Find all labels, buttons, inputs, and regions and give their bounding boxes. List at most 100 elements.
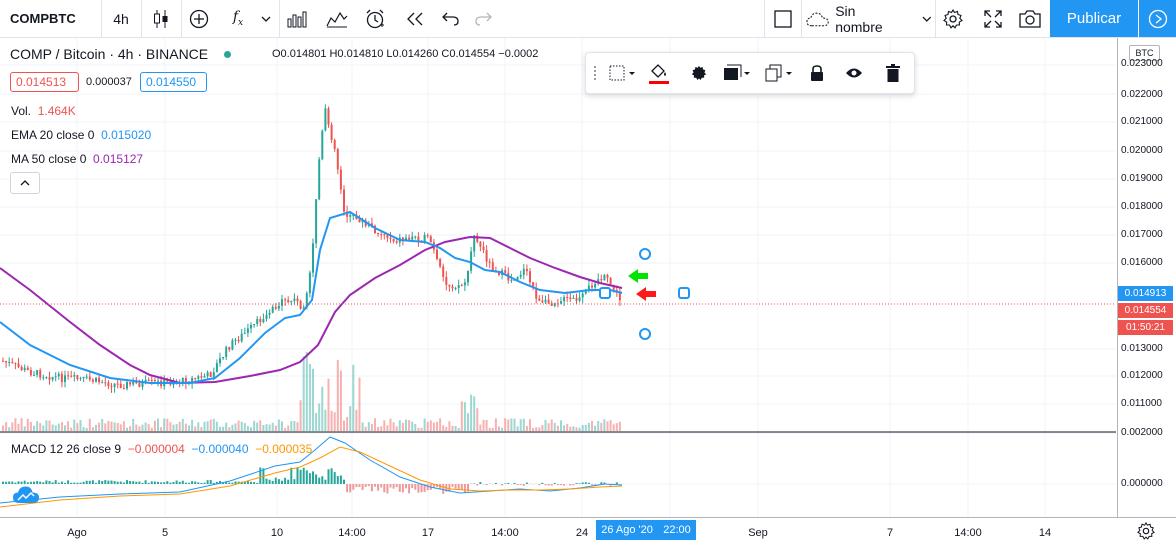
candle-body <box>483 247 485 250</box>
layout-menu[interactable]: Sin nombre <box>806 0 932 37</box>
indicators-button[interactable]: fx <box>222 0 254 37</box>
macd-hist-bar <box>312 471 314 484</box>
alert-button[interactable] <box>360 0 390 37</box>
fill-color-button[interactable] <box>644 59 674 87</box>
macd-hist-bar <box>380 484 382 487</box>
volume-bar <box>111 422 113 431</box>
price-tick: 0.020000 <box>1121 145 1163 156</box>
candle-body <box>411 237 413 240</box>
macd-hist-bar <box>169 483 171 484</box>
macd-hist-bar <box>173 482 175 484</box>
drag-handle[interactable] <box>590 59 600 87</box>
candle-body <box>73 375 75 376</box>
interval-button[interactable]: 4h <box>102 0 140 37</box>
macd-signal-value: −0.000035 <box>255 442 312 456</box>
volume-bar <box>402 423 404 431</box>
candle-body <box>222 357 224 358</box>
volume-bar <box>166 419 168 431</box>
macd-hist-bar <box>324 480 326 484</box>
layout-name: Sin nombre <box>835 3 904 35</box>
macd-hist-bar <box>303 468 305 484</box>
candle-body <box>42 377 44 378</box>
candle-body <box>247 328 249 332</box>
symbol-search[interactable]: COMPBTC <box>10 0 90 37</box>
volume-bar <box>427 422 429 431</box>
macd-hist-bar <box>194 482 196 484</box>
volume-bar <box>104 423 106 431</box>
candle-body <box>250 325 252 328</box>
macd-hist-bar <box>86 481 88 484</box>
templates-button[interactable] <box>322 0 352 37</box>
volume-bar <box>185 424 187 431</box>
lock-icon <box>810 65 824 81</box>
candle-body <box>148 380 150 381</box>
macd-hist-bar <box>386 484 388 493</box>
price-axis[interactable] <box>1117 38 1176 517</box>
volume-bar <box>535 427 537 431</box>
macd-hist-bar <box>204 483 206 484</box>
candles-icon <box>152 9 170 29</box>
buy-price-box[interactable]: 0.014550 <box>140 72 207 92</box>
volume-bar <box>262 425 264 431</box>
volume-bar <box>312 369 314 431</box>
volume-bar <box>346 417 348 431</box>
publish-menu-button[interactable] <box>1139 0 1176 37</box>
tradingview-logo[interactable] <box>12 485 40 505</box>
fullscreen-button[interactable] <box>978 0 1008 37</box>
select-all-button[interactable] <box>768 0 798 37</box>
macd-hist-bar <box>293 479 295 484</box>
volume-bar <box>458 428 460 431</box>
sell-price-box[interactable]: 0.014513 <box>10 72 79 92</box>
divider <box>279 0 280 37</box>
compare-button[interactable] <box>282 0 312 37</box>
macd-legend[interactable]: MACD 12 26 close 9 −0.000004 −0.000040 −… <box>11 442 312 456</box>
snapshot-button[interactable] <box>1015 0 1045 37</box>
undo-button[interactable] <box>436 0 466 37</box>
clone-button[interactable] <box>762 59 796 87</box>
macd-hist-bar <box>207 480 209 484</box>
ema-legend[interactable]: EMA 20 close 0 0.015020 <box>11 128 151 142</box>
macd-hist-bar <box>551 484 553 486</box>
collapse-legend-button[interactable] <box>10 172 40 194</box>
macd-label: MACD 12 26 close 9 <box>11 442 121 456</box>
lock-button[interactable] <box>804 59 830 87</box>
volume-bar <box>569 427 571 431</box>
hide-button[interactable] <box>840 59 868 87</box>
volume-bar <box>266 424 268 431</box>
replay-button[interactable] <box>400 0 430 37</box>
line-style-button[interactable] <box>606 59 638 87</box>
candle-body <box>461 285 463 286</box>
settings-button[interactable] <box>938 0 968 37</box>
macd-hist-bar <box>123 482 125 484</box>
redo-button[interactable] <box>468 0 498 37</box>
candle-body <box>262 319 264 322</box>
chart-type-button[interactable] <box>145 0 177 37</box>
candle-body <box>219 358 221 363</box>
volume-legend[interactable]: Vol. 1.464K <box>11 104 76 118</box>
macd-hist-bar <box>545 484 547 485</box>
macd-hist-bar <box>266 479 268 484</box>
volume-bar <box>464 402 466 431</box>
macd-hist-bar <box>464 484 466 493</box>
volume-bar <box>21 418 23 431</box>
macd-hist-bar <box>507 483 509 484</box>
volume-bar <box>157 419 159 431</box>
volume-bar <box>349 406 351 431</box>
add-indicator-button[interactable] <box>184 0 214 37</box>
drawing-settings-button[interactable] <box>686 59 712 87</box>
chart-settings-corner[interactable] <box>1137 522 1155 545</box>
chart-legend-title[interactable]: COMP / Bitcoin · 4h · BINANCE <box>10 46 231 62</box>
candle-body <box>132 382 134 384</box>
volume-bar <box>607 421 609 431</box>
macd-hist-bar <box>92 480 94 484</box>
candle-body <box>200 376 202 377</box>
volume-bar <box>486 420 488 431</box>
volume-bar <box>383 420 385 431</box>
ma-legend[interactable]: MA 50 close 0 0.015127 <box>11 152 143 166</box>
publish-button[interactable]: Publicar <box>1050 0 1138 37</box>
visual-order-button[interactable] <box>720 59 754 87</box>
candle-body <box>14 363 16 364</box>
delete-button[interactable] <box>880 59 906 87</box>
indicators-dropdown[interactable] <box>256 0 276 37</box>
candle-body <box>486 250 488 262</box>
